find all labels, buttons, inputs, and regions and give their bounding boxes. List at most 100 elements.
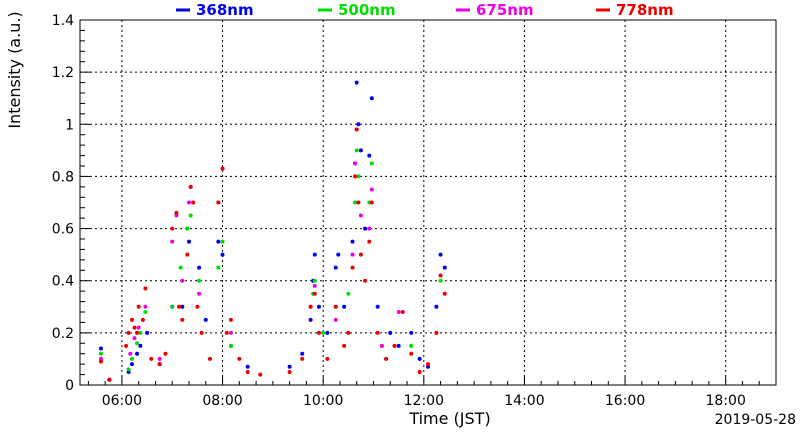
data-point-778nm bbox=[176, 304, 181, 309]
data-point-778nm bbox=[316, 330, 321, 335]
y-tick-label: 0.4 bbox=[52, 274, 74, 290]
data-point-368nm bbox=[220, 252, 225, 257]
data-point-778nm bbox=[438, 273, 443, 278]
data-point-778nm bbox=[98, 359, 103, 364]
data-point-675nm bbox=[367, 226, 372, 231]
data-point-675nm bbox=[143, 304, 148, 309]
data-point-778nm bbox=[409, 351, 414, 356]
data-point-778nm bbox=[188, 184, 193, 189]
data-point-778nm bbox=[174, 210, 179, 215]
data-point-368nm bbox=[308, 317, 313, 322]
data-point-778nm bbox=[400, 310, 405, 314]
data-point-368nm bbox=[409, 330, 414, 335]
data-point-675nm bbox=[180, 278, 185, 283]
data-point-778nm bbox=[367, 239, 372, 244]
data-point-778nm bbox=[417, 369, 422, 374]
y-tick-label: 0.6 bbox=[52, 222, 74, 238]
data-point-368nm bbox=[197, 265, 202, 270]
data-point-368nm bbox=[342, 304, 347, 309]
data-point-500nm bbox=[170, 304, 175, 309]
data-point-368nm bbox=[369, 96, 374, 101]
data-point-778nm bbox=[163, 351, 168, 356]
data-point-500nm bbox=[354, 148, 359, 153]
data-point-675nm bbox=[312, 283, 317, 288]
data-point-778nm bbox=[333, 304, 338, 309]
data-point-778nm bbox=[237, 356, 242, 361]
data-point-368nm bbox=[129, 362, 134, 367]
data-point-368nm bbox=[245, 364, 250, 369]
data-point-368nm bbox=[203, 317, 208, 322]
x-tick-label: 06:00 bbox=[102, 393, 142, 409]
data-point-778nm bbox=[170, 226, 175, 231]
data-point-500nm bbox=[138, 330, 143, 335]
data-point-675nm bbox=[128, 351, 133, 356]
legend: 368nm 500nm 675nm 778nm bbox=[176, 1, 674, 19]
data-point-778nm bbox=[312, 291, 317, 296]
data-point-675nm bbox=[157, 356, 162, 361]
data-point-500nm bbox=[143, 310, 148, 314]
y-tick-label: 0 bbox=[65, 378, 74, 394]
x-tick-label: 12:00 bbox=[404, 393, 444, 409]
data-point-778nm bbox=[220, 166, 225, 171]
data-point-368nm bbox=[442, 265, 447, 270]
data-point-778nm bbox=[258, 372, 263, 377]
data-point-368nm bbox=[316, 304, 321, 309]
data-point-778nm bbox=[354, 127, 359, 132]
data-point-778nm bbox=[353, 174, 358, 179]
data-point-778nm bbox=[195, 304, 200, 309]
data-point-500nm bbox=[129, 356, 134, 361]
data-point-368nm bbox=[363, 226, 368, 231]
data-point-500nm bbox=[135, 341, 140, 346]
data-point-778nm bbox=[308, 304, 313, 309]
grid bbox=[80, 20, 776, 385]
data-point-778nm bbox=[228, 317, 233, 322]
data-point-500nm bbox=[346, 291, 351, 296]
data-points bbox=[98, 80, 447, 382]
data-point-778nm bbox=[346, 330, 351, 335]
data-point-500nm bbox=[228, 343, 233, 348]
data-point-778nm bbox=[129, 317, 134, 322]
data-point-778nm bbox=[426, 362, 430, 367]
y-tick-label: 0.8 bbox=[52, 169, 74, 185]
data-point-778nm bbox=[140, 317, 145, 322]
data-point-500nm bbox=[188, 213, 193, 218]
data-point-368nm bbox=[350, 239, 355, 244]
x-tick-label: 16:00 bbox=[605, 393, 645, 409]
data-point-368nm bbox=[312, 252, 317, 257]
data-point-778nm bbox=[434, 330, 439, 335]
data-point-778nm bbox=[363, 278, 368, 283]
data-point-500nm bbox=[126, 367, 131, 372]
data-point-368nm bbox=[216, 239, 221, 244]
data-point-368nm bbox=[388, 330, 393, 335]
legend-label: 368nm bbox=[196, 1, 254, 19]
data-point-778nm bbox=[392, 343, 397, 348]
date-label: 2019-05-28 bbox=[715, 412, 796, 428]
data-point-778nm bbox=[185, 252, 190, 257]
data-point-368nm bbox=[417, 356, 422, 361]
data-point-368nm bbox=[333, 265, 338, 270]
data-point-778nm bbox=[199, 330, 204, 335]
data-point-778nm bbox=[369, 200, 374, 205]
data-point-675nm bbox=[170, 239, 175, 244]
data-point-778nm bbox=[300, 356, 305, 361]
data-point-368nm bbox=[434, 304, 439, 309]
data-point-778nm bbox=[350, 265, 355, 270]
x-tick-label: 10:00 bbox=[303, 393, 343, 409]
data-point-778nm bbox=[143, 286, 148, 291]
data-point-778nm bbox=[384, 356, 389, 361]
data-point-778nm bbox=[135, 330, 140, 335]
data-point-675nm bbox=[187, 200, 192, 205]
data-point-368nm bbox=[145, 330, 150, 335]
data-point-675nm bbox=[132, 336, 137, 341]
data-point-778nm bbox=[157, 362, 162, 367]
data-point-778nm bbox=[132, 325, 137, 330]
y-tick-label: 1.4 bbox=[52, 13, 74, 29]
y-tick-label: 0.2 bbox=[52, 326, 74, 342]
x-tick-label: 18:00 bbox=[706, 393, 746, 409]
data-point-368nm bbox=[187, 239, 192, 244]
data-point-500nm bbox=[369, 161, 374, 166]
data-point-778nm bbox=[287, 369, 292, 374]
data-point-778nm bbox=[325, 356, 330, 361]
data-point-368nm bbox=[287, 364, 292, 369]
